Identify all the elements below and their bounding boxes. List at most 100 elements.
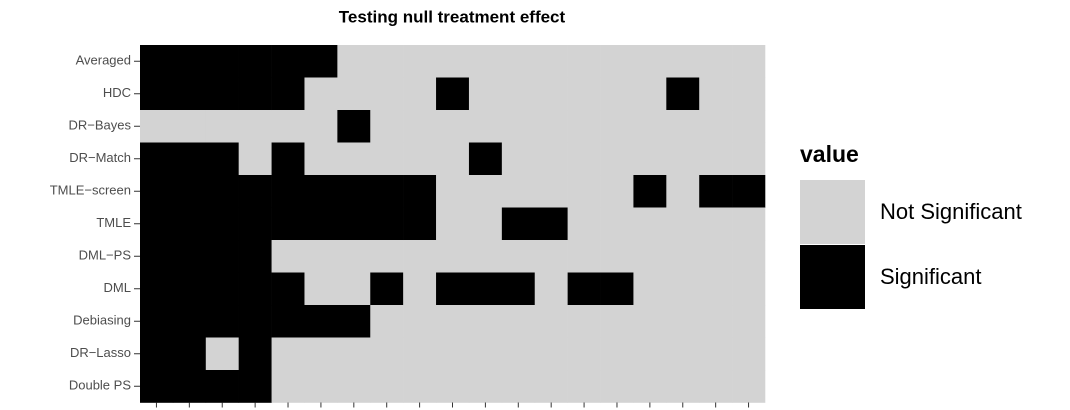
cell bbox=[140, 240, 174, 273]
cell bbox=[238, 337, 272, 371]
cell bbox=[370, 45, 404, 78]
cell bbox=[205, 337, 239, 371]
cell bbox=[304, 77, 338, 111]
cell bbox=[172, 337, 207, 371]
cell bbox=[304, 175, 338, 208]
cell bbox=[403, 110, 437, 143]
cell bbox=[172, 45, 207, 78]
cell bbox=[271, 142, 305, 176]
cell bbox=[140, 110, 174, 143]
cell bbox=[238, 142, 272, 176]
cell bbox=[172, 207, 207, 241]
cell bbox=[172, 175, 207, 208]
cell bbox=[271, 110, 305, 143]
cell bbox=[172, 305, 207, 338]
cell bbox=[436, 77, 470, 111]
cell bbox=[403, 337, 437, 371]
cell bbox=[271, 337, 305, 371]
cell bbox=[238, 240, 272, 273]
cell bbox=[567, 45, 601, 78]
cell bbox=[403, 370, 437, 403]
cell bbox=[600, 370, 634, 403]
y-tick-label: Averaged bbox=[76, 53, 131, 68]
cell bbox=[271, 305, 305, 338]
cell bbox=[501, 77, 536, 111]
cell bbox=[436, 207, 470, 241]
cell bbox=[337, 337, 371, 371]
cell bbox=[567, 207, 601, 241]
cell bbox=[666, 142, 700, 176]
cell bbox=[534, 207, 568, 241]
legend-label: Significant bbox=[880, 264, 982, 289]
cell bbox=[403, 77, 437, 111]
cell bbox=[699, 240, 733, 273]
cell bbox=[600, 305, 634, 338]
cell bbox=[337, 45, 371, 78]
cell bbox=[534, 305, 568, 338]
y-tick-label: DML−PS bbox=[79, 248, 132, 263]
cell bbox=[732, 240, 766, 273]
cell bbox=[501, 272, 536, 306]
cell bbox=[468, 305, 503, 338]
cell bbox=[666, 175, 700, 208]
cell bbox=[140, 272, 174, 306]
cell bbox=[140, 305, 174, 338]
cell bbox=[633, 45, 667, 78]
cell bbox=[304, 142, 338, 176]
legend-key bbox=[800, 180, 865, 244]
cell bbox=[501, 45, 536, 78]
cell bbox=[534, 110, 568, 143]
cell bbox=[633, 110, 667, 143]
cell bbox=[666, 110, 700, 143]
y-tick-label: DR−Bayes bbox=[69, 118, 132, 133]
cell bbox=[600, 45, 634, 78]
cell bbox=[304, 305, 338, 338]
cell bbox=[732, 110, 766, 143]
y-tick-label: DR−Match bbox=[69, 150, 131, 165]
cell bbox=[699, 175, 733, 208]
cell bbox=[370, 305, 404, 338]
cell bbox=[304, 207, 338, 241]
cell bbox=[534, 337, 568, 371]
cell bbox=[666, 272, 700, 306]
cell bbox=[666, 207, 700, 241]
cell bbox=[172, 142, 207, 176]
cell bbox=[337, 272, 371, 306]
cell bbox=[468, 240, 503, 273]
chart-title: Testing null treatment effect bbox=[339, 7, 566, 26]
cell bbox=[172, 77, 207, 111]
cell bbox=[666, 77, 700, 111]
cell bbox=[468, 110, 503, 143]
cell bbox=[501, 110, 536, 143]
cell bbox=[501, 142, 536, 176]
cell bbox=[337, 240, 371, 273]
legend-key bbox=[800, 245, 865, 309]
cell bbox=[205, 240, 239, 273]
cell bbox=[271, 370, 305, 403]
cell bbox=[468, 370, 503, 403]
cell bbox=[205, 45, 239, 78]
cell bbox=[403, 142, 437, 176]
cell bbox=[436, 142, 470, 176]
cell bbox=[140, 370, 174, 403]
cell bbox=[600, 142, 634, 176]
cell bbox=[534, 272, 568, 306]
cell bbox=[534, 142, 568, 176]
cell bbox=[567, 175, 601, 208]
cell bbox=[304, 240, 338, 273]
cell bbox=[238, 110, 272, 143]
cell bbox=[732, 370, 766, 403]
cell bbox=[337, 207, 371, 241]
cell bbox=[633, 337, 667, 371]
cell bbox=[304, 110, 338, 143]
y-tick-label: Debiasing bbox=[73, 313, 131, 328]
cell bbox=[600, 175, 634, 208]
cell bbox=[501, 370, 536, 403]
cell bbox=[468, 272, 503, 306]
cell bbox=[436, 45, 470, 78]
y-tick-label: TMLE bbox=[96, 215, 131, 230]
cell bbox=[205, 175, 239, 208]
cell bbox=[205, 272, 239, 306]
cell bbox=[172, 240, 207, 273]
cell bbox=[501, 207, 536, 241]
